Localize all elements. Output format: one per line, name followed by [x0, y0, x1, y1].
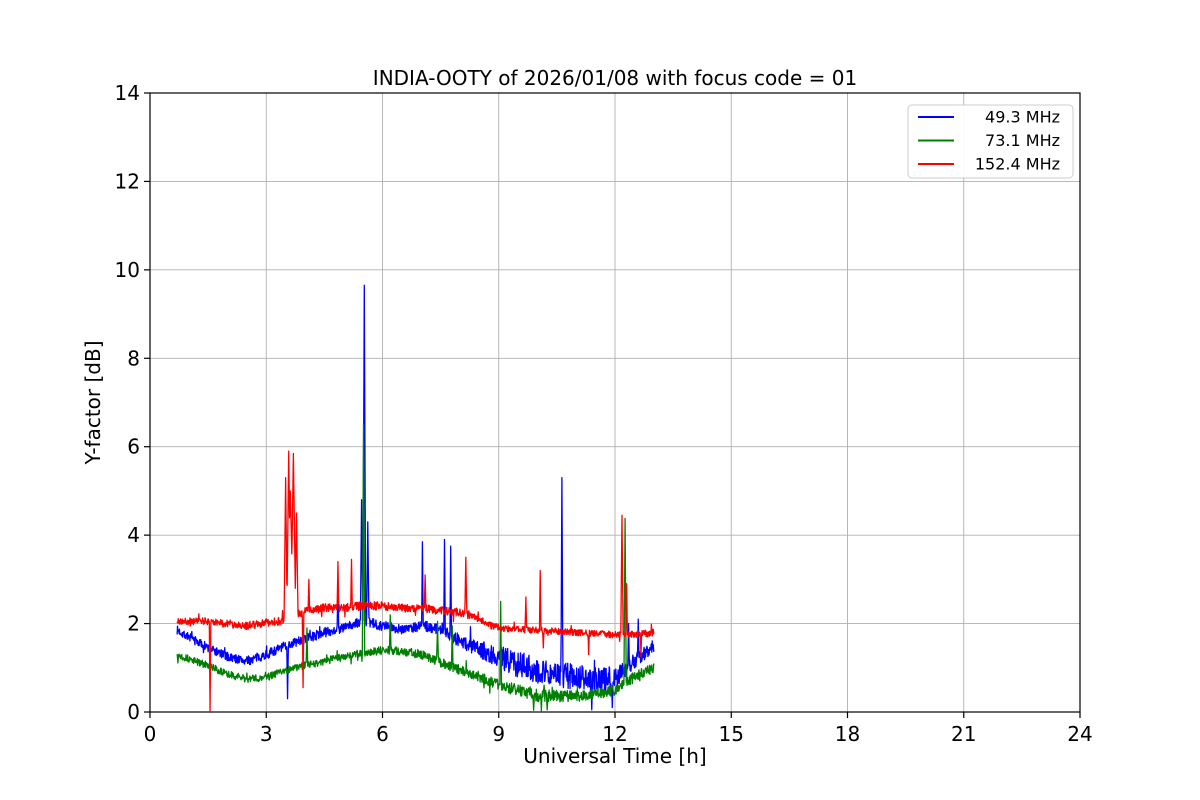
- x-tick-label: 9: [492, 722, 505, 746]
- series-line-49.3-mhz: [176, 284, 655, 711]
- x-axis-label: Universal Time [h]: [523, 744, 706, 768]
- y-tick-label: 8: [127, 346, 140, 370]
- y-tick-label: 6: [127, 435, 140, 459]
- y-tick-label: 0: [127, 700, 140, 724]
- legend-label-2: 73.1 MHz: [985, 131, 1060, 150]
- y-tick-label: 2: [127, 612, 140, 636]
- y-axis-label: Y-factor [dB]: [81, 340, 105, 465]
- x-tick-label: 6: [376, 722, 389, 746]
- series-line-73.1-mhz: [176, 423, 655, 712]
- series-line-152.4-mhz: [176, 450, 655, 712]
- x-tick-label: 15: [719, 722, 744, 746]
- chart-title: INDIA-OOTY of 2026/01/08 with focus code…: [373, 66, 857, 90]
- y-tick-label: 14: [115, 81, 140, 105]
- legend-label-3: 152.4 MHz: [975, 155, 1060, 174]
- legend-box: [907, 104, 1074, 179]
- x-tick-label: 3: [260, 722, 273, 746]
- x-tick-label: 18: [835, 722, 860, 746]
- y-tick-label: 4: [127, 523, 140, 547]
- y-tick-label: 12: [115, 169, 140, 193]
- y-tick-label: 10: [115, 258, 140, 282]
- x-tick-label: 12: [602, 722, 627, 746]
- x-tick-label: 24: [1067, 722, 1092, 746]
- x-tick-label: 21: [951, 722, 976, 746]
- x-tick-label: 0: [144, 722, 157, 746]
- legend-label-1: 49.3 MHz: [985, 108, 1060, 127]
